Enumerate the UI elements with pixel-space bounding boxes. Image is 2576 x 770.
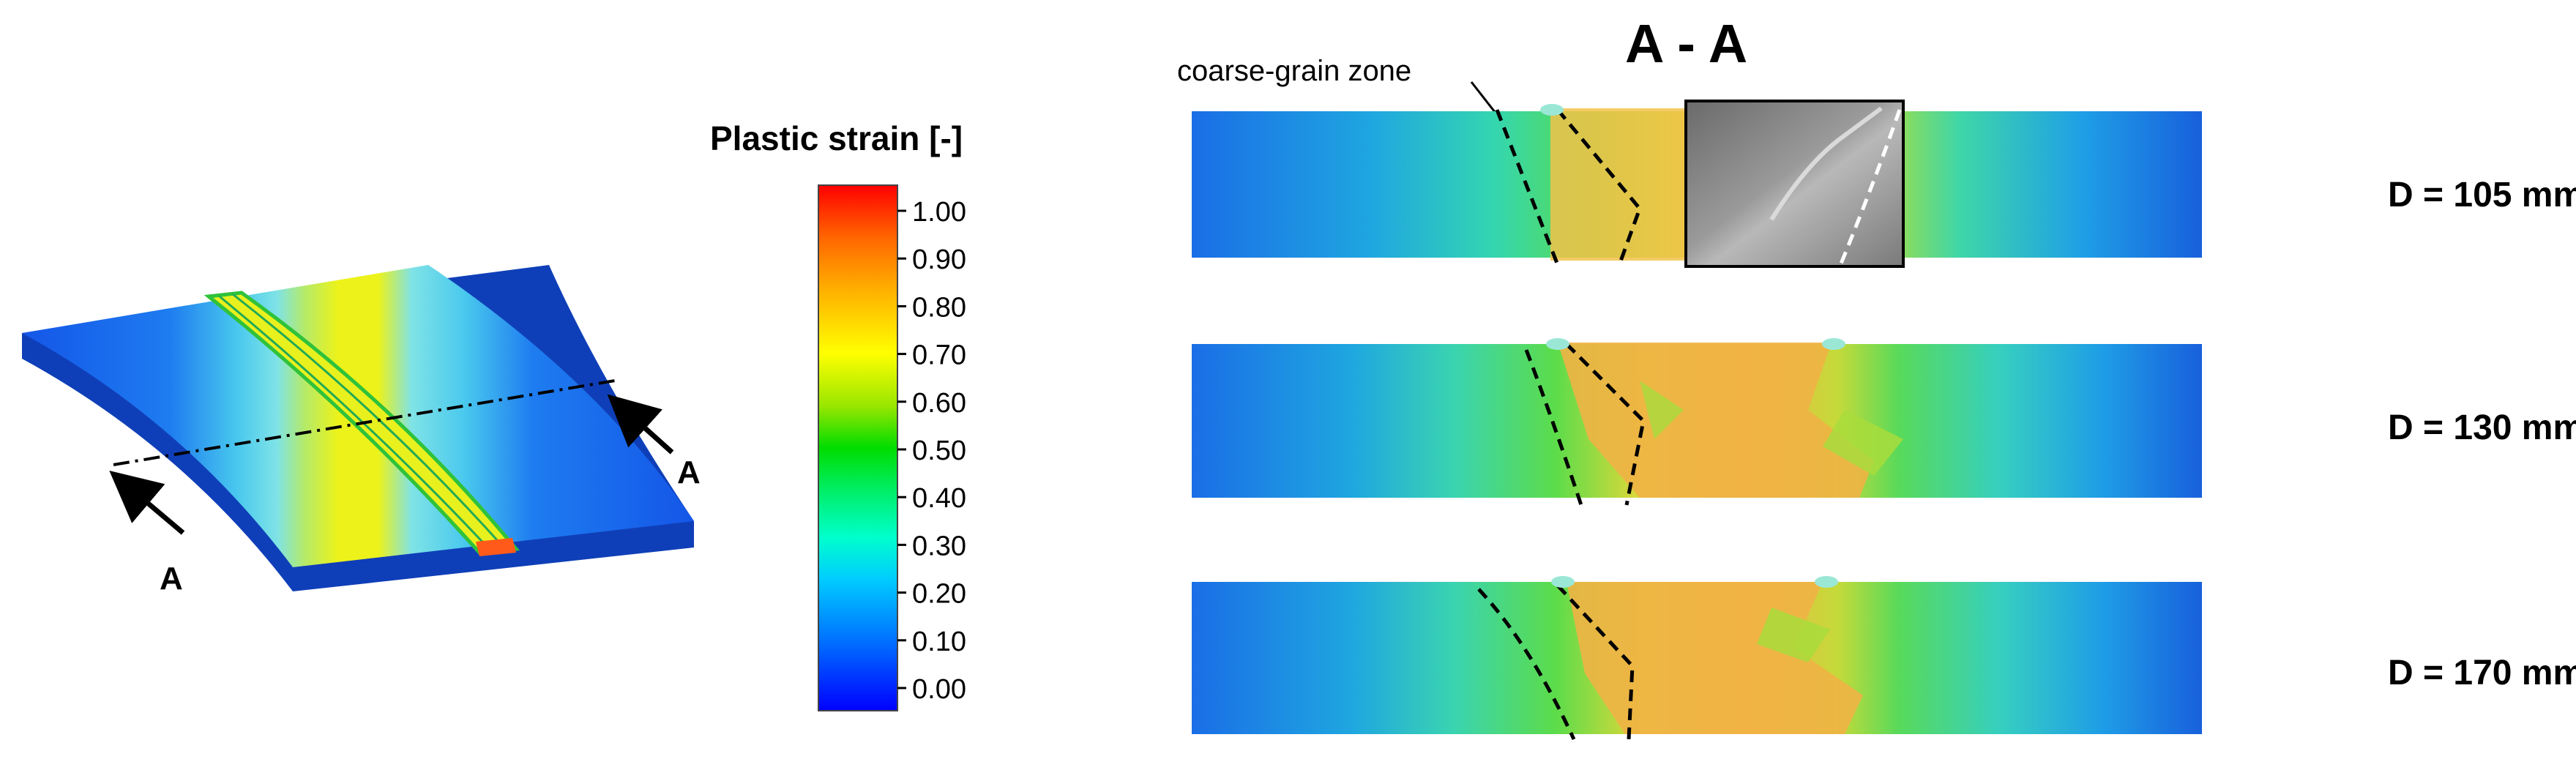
colorbar-tick-label: 0.00 [912, 674, 966, 705]
cross-section-3: D = 170 mm [1192, 576, 2576, 741]
colorbar-ticks: 1.00 0.90 0.80 0.70 0.60 0.50 0.40 0.30 0.20 0.10… [897, 197, 966, 705]
colorbar-tick-label: 0.10 [912, 627, 966, 657]
fusion-line-3a [1477, 588, 1576, 741]
fusion-line-2a [1524, 349, 1583, 506]
colorbar-tick-label: 0.40 [912, 483, 966, 514]
colorbar-tick-label: 0.30 [912, 531, 966, 561]
section-marker-right: A [677, 455, 701, 490]
coarse-grain-annotation: coarse-grain zone [1177, 55, 1411, 87]
colorbar-tick-label: 0.80 [912, 292, 966, 323]
colorbar-tick-label: 0.20 [912, 579, 966, 610]
colorbar-gradient [818, 184, 898, 711]
micrograph-inset [1684, 100, 1905, 268]
colorbar-tick-label: 0.60 [912, 388, 966, 419]
cross-section-3-label: D = 170 mm [2388, 654, 2576, 692]
cross-section-1-label: D = 105 mm [2388, 176, 2576, 214]
cross-section-2-label: D = 130 mm [2388, 408, 2576, 447]
section-arrow-left [109, 470, 185, 535]
fusion-line-1b [1556, 108, 1642, 266]
colorbar: Plastic strain [-] 1.00 0.90 0.80 0.70 0.60 0… [710, 119, 966, 711]
section-title: A - A [1625, 13, 1747, 74]
cross-section-2: D = 130 mm [1192, 338, 2576, 506]
fusion-line-micrograph [1839, 109, 1902, 264]
fusion-line-3b [1556, 584, 1635, 740]
section-marker-left: A [160, 561, 183, 597]
cross-section-1: D = 105 mm [1192, 100, 2576, 268]
plate-model: A A [22, 265, 701, 597]
colorbar-tick-label: 0.70 [912, 340, 966, 371]
fusion-line-1a [1495, 109, 1560, 266]
colorbar-tick-label: 1.00 [912, 197, 966, 228]
cross-section-2-weld-core [1558, 343, 1874, 498]
section-line [113, 379, 616, 466]
colorbar-title: Plastic strain [-] [710, 119, 963, 157]
colorbar-tick-label: 0.90 [912, 244, 966, 275]
colorbar-tick-label: 0.50 [912, 436, 966, 466]
section-arrow-right [607, 394, 674, 455]
weld-end-hotspot [476, 538, 516, 556]
